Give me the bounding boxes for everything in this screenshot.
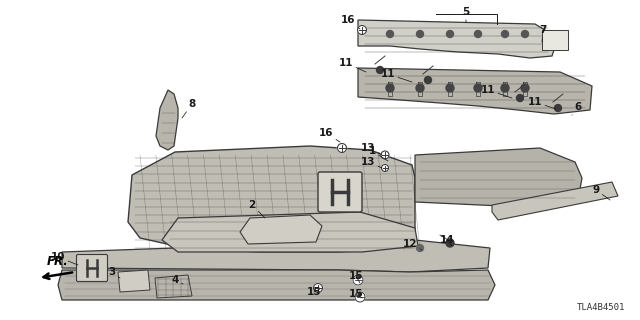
Circle shape xyxy=(314,284,323,292)
Text: 15: 15 xyxy=(349,289,364,299)
Polygon shape xyxy=(62,240,490,272)
Text: 9: 9 xyxy=(593,185,610,200)
Text: TLA4B4501: TLA4B4501 xyxy=(577,303,625,312)
Circle shape xyxy=(424,76,431,84)
Text: 1: 1 xyxy=(369,146,388,161)
Circle shape xyxy=(446,239,454,247)
FancyBboxPatch shape xyxy=(77,254,108,282)
Circle shape xyxy=(417,244,424,252)
Circle shape xyxy=(376,67,383,74)
Polygon shape xyxy=(162,212,418,252)
Text: 3: 3 xyxy=(108,267,120,278)
Text: 13: 13 xyxy=(361,143,382,155)
Circle shape xyxy=(353,275,363,285)
Circle shape xyxy=(516,94,524,101)
FancyBboxPatch shape xyxy=(318,172,362,212)
Polygon shape xyxy=(156,90,178,150)
Circle shape xyxy=(356,276,360,278)
Text: 11: 11 xyxy=(381,69,412,82)
Polygon shape xyxy=(58,270,495,300)
Text: FR.: FR. xyxy=(47,255,69,268)
Circle shape xyxy=(355,292,365,302)
Circle shape xyxy=(381,151,389,159)
Text: 15: 15 xyxy=(349,271,364,283)
Text: 6: 6 xyxy=(572,102,582,115)
Circle shape xyxy=(554,105,561,111)
Circle shape xyxy=(474,30,481,37)
Text: 11: 11 xyxy=(481,85,512,98)
Text: 2: 2 xyxy=(248,200,265,218)
Polygon shape xyxy=(118,270,150,292)
Polygon shape xyxy=(542,30,568,50)
Circle shape xyxy=(337,143,346,153)
Text: 16: 16 xyxy=(319,128,340,142)
Circle shape xyxy=(417,30,424,37)
Text: 14: 14 xyxy=(440,235,454,246)
Polygon shape xyxy=(128,146,415,252)
Text: 7: 7 xyxy=(540,25,547,42)
Circle shape xyxy=(446,84,454,92)
Circle shape xyxy=(386,84,394,92)
Polygon shape xyxy=(240,215,322,244)
Circle shape xyxy=(521,84,529,92)
Circle shape xyxy=(358,26,367,35)
Text: 15: 15 xyxy=(307,287,321,297)
Circle shape xyxy=(416,84,424,92)
Text: 13: 13 xyxy=(361,157,382,168)
Text: 4: 4 xyxy=(172,275,183,285)
Text: 12: 12 xyxy=(403,239,422,250)
Text: 10: 10 xyxy=(51,252,78,265)
Circle shape xyxy=(522,30,529,37)
Circle shape xyxy=(447,30,454,37)
Circle shape xyxy=(502,30,509,37)
Text: 11: 11 xyxy=(528,97,556,109)
Polygon shape xyxy=(358,20,558,58)
Polygon shape xyxy=(155,275,192,298)
Polygon shape xyxy=(492,182,618,220)
Circle shape xyxy=(387,30,394,37)
Polygon shape xyxy=(358,68,592,114)
Circle shape xyxy=(381,164,388,172)
Text: 5: 5 xyxy=(462,7,470,22)
Text: 16: 16 xyxy=(340,15,360,29)
Circle shape xyxy=(358,292,362,295)
Text: 8: 8 xyxy=(182,99,196,118)
Circle shape xyxy=(501,84,509,92)
Polygon shape xyxy=(415,148,582,208)
Circle shape xyxy=(474,84,482,92)
Text: 11: 11 xyxy=(339,58,366,72)
